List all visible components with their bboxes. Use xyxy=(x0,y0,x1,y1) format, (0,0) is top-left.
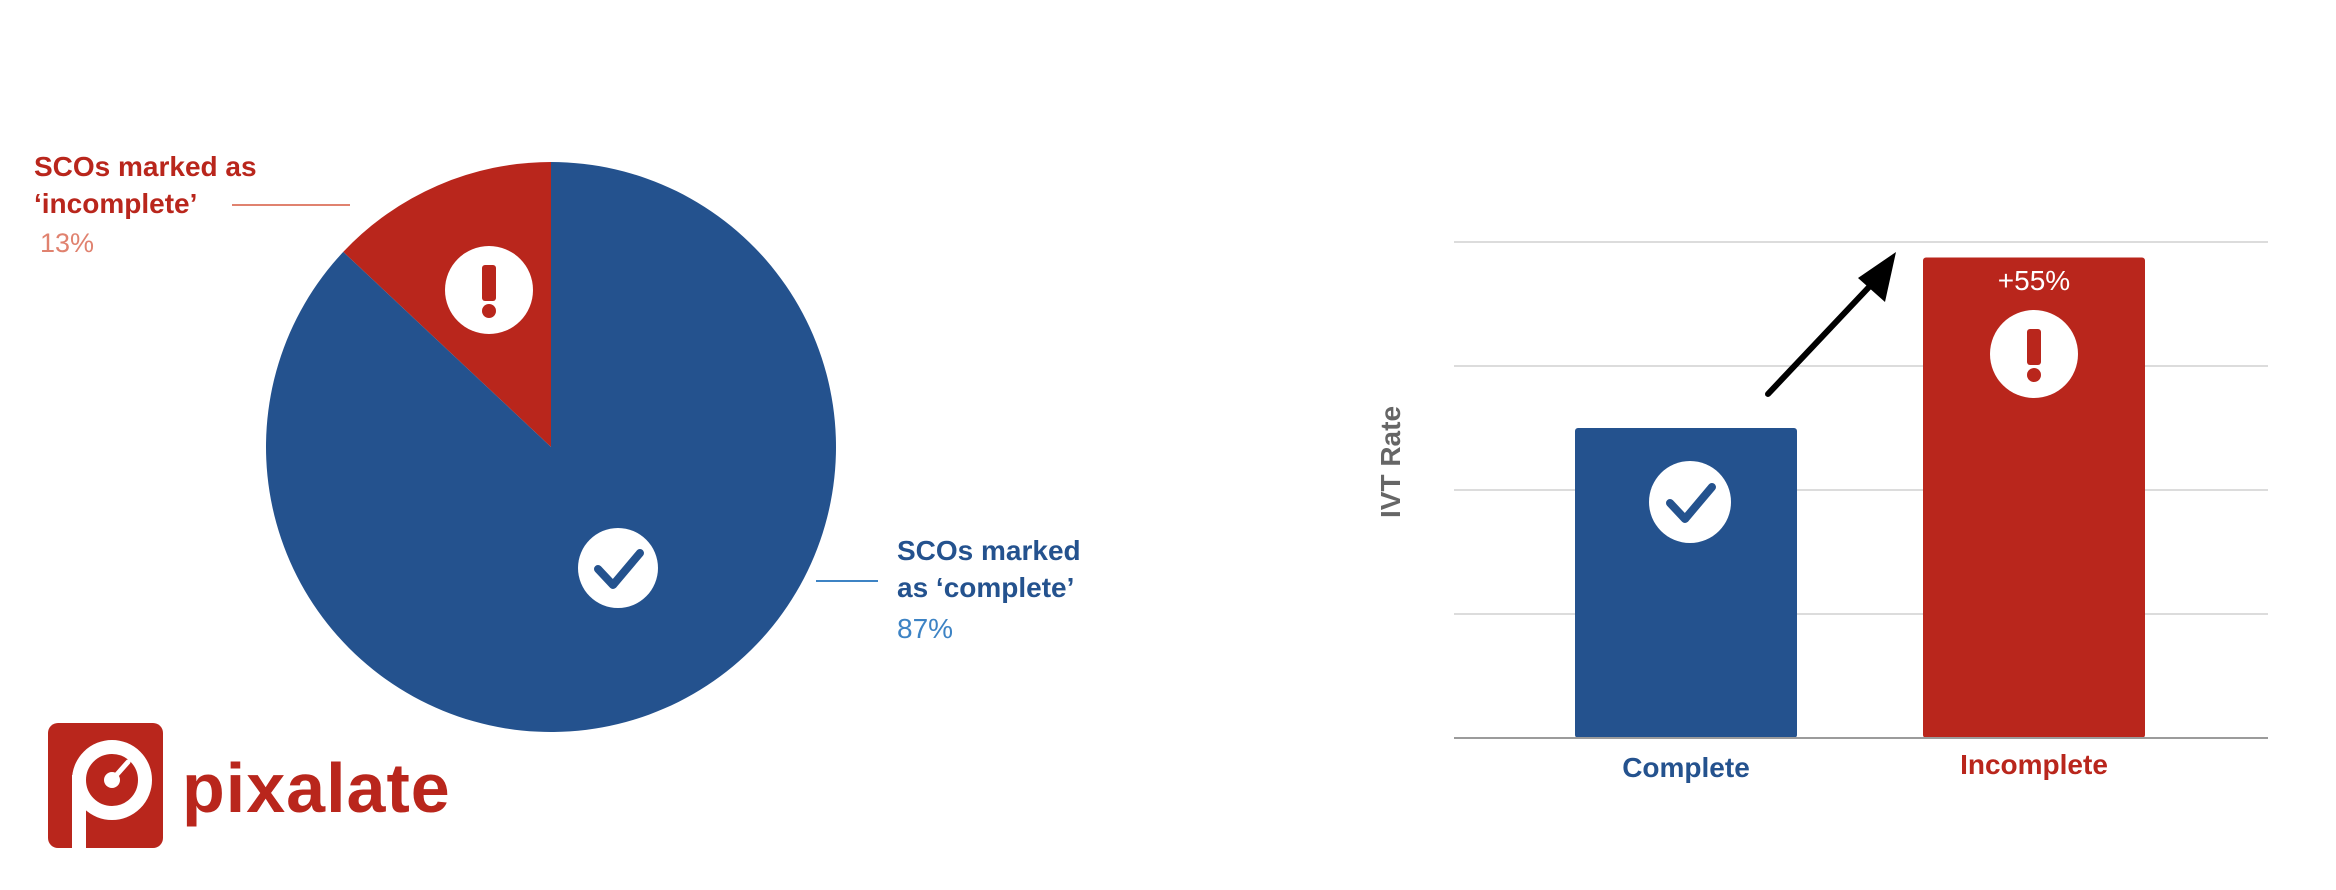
bar-annotation-incomplete: +55% xyxy=(1998,265,2070,296)
growth-arrow xyxy=(1765,252,1896,397)
complete-label-line1: SCOs marked xyxy=(897,535,1081,566)
bar-complete xyxy=(1575,428,1797,738)
incomplete-label-line1: SCOs marked as xyxy=(34,151,257,182)
incomplete-percent: 13% xyxy=(40,228,94,258)
checkmark-icon xyxy=(1649,461,1731,543)
pie-icon-incomplete xyxy=(445,246,533,334)
bar-icon-incomplete xyxy=(1990,310,2078,398)
bar-icon-complete xyxy=(1649,461,1731,543)
pixalate-logo: pixalate xyxy=(48,723,451,848)
exclamation-bar xyxy=(2027,329,2041,365)
x-tick-label-incomplete: Incomplete xyxy=(1960,749,2108,780)
bar-chart: IVT Rate Complete Incomplete +55% xyxy=(1375,241,2268,783)
pixalate-logo-text: pixalate xyxy=(182,749,451,827)
growth-arrow-shaft xyxy=(1765,283,1873,397)
pie-slices xyxy=(265,162,836,732)
exclamation-dot xyxy=(2027,368,2041,382)
checkmark-stroke xyxy=(594,549,644,589)
pie-slice-complete xyxy=(265,162,836,732)
checkmark-stroke xyxy=(1666,483,1716,523)
complete-label-line2: as ‘complete’ xyxy=(897,572,1074,603)
exclamation-dot xyxy=(482,304,496,318)
pie-icon-complete xyxy=(578,528,658,608)
bar-series xyxy=(1575,257,2145,738)
y-axis-label: IVT Rate xyxy=(1375,406,1406,518)
growth-arrow-head xyxy=(1858,252,1896,302)
checkmark-icon xyxy=(578,528,658,608)
x-tick-label-complete: Complete xyxy=(1622,752,1750,783)
pie-chart: SCOs marked as ‘incomplete’ 13% SCOs mar… xyxy=(34,151,1081,732)
incomplete-label-line2: ‘incomplete’ xyxy=(34,188,197,219)
complete-percent: 87% xyxy=(897,613,953,644)
bar-incomplete xyxy=(1923,257,2145,738)
pixalate-logo-icon xyxy=(48,723,163,848)
pie-slice-incomplete xyxy=(343,162,551,447)
exclamation-bar xyxy=(482,265,496,301)
